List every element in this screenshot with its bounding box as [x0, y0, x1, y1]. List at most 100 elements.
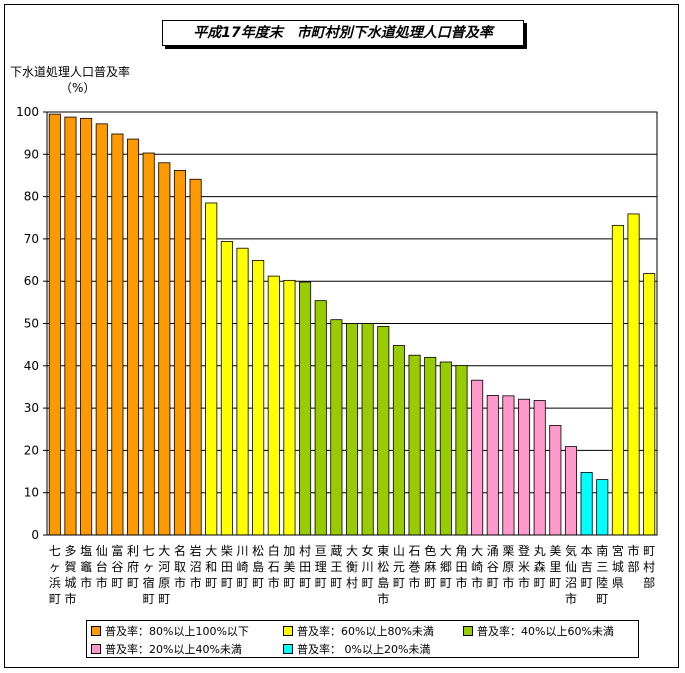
x-tick-label: 東松島市: [377, 544, 389, 606]
x-tick-label: 利府町: [127, 544, 139, 590]
x-tick-label: 町村部: [643, 544, 655, 590]
bar-南三陸町: [596, 479, 609, 536]
plot-border: [46, 111, 658, 536]
x-tick-label: 塩竈市: [80, 543, 92, 590]
x-tick-label: 角田市: [455, 544, 467, 590]
bar-町村部: [643, 273, 656, 536]
y-tick-label: 60: [24, 274, 39, 288]
y-tick-label: 30: [24, 401, 39, 415]
bar-岩沼市: [189, 178, 202, 536]
legend-swatch: [283, 644, 293, 654]
legend: 普及率：80%以上100%以下 普及率：60%以上80%未満 普及率：40%以上60…: [86, 620, 639, 658]
x-tick-label: 丸森町: [534, 544, 546, 590]
x-tick-label: 松島町: [252, 544, 264, 590]
legend-label: 普及率：40%以上60%未満: [477, 625, 614, 638]
bar-涌谷町: [486, 395, 499, 536]
bar-塩竈市: [80, 117, 93, 536]
bar-石巻市: [408, 354, 421, 536]
bar-大衡村: [345, 323, 359, 536]
x-tick-label: 蔵王町: [330, 544, 342, 590]
y-axis-label: 下水道処理人口普及率: [10, 65, 131, 79]
legend-label: 普及率：80%以上100%以下: [105, 625, 249, 638]
x-tick-label: 本吉町: [581, 544, 593, 590]
bar-多賀城市: [64, 116, 77, 536]
bar-美里町: [549, 425, 562, 536]
bar-気仙沼市: [564, 446, 578, 536]
bar-角田市: [455, 364, 468, 536]
x-tick-label: 村田町: [299, 544, 311, 590]
bar-七ヶ浜町: [48, 113, 61, 536]
x-tick-label: 岩沼市: [190, 543, 202, 590]
bar-名取市: [173, 169, 186, 536]
x-tick-label: 石巻市: [409, 544, 421, 590]
bar-山元町: [392, 345, 405, 536]
x-tick-label: 亘理町: [315, 544, 327, 590]
x-tick-label: 南三陸町: [596, 543, 608, 606]
x-tick-label: 川崎町: [237, 544, 249, 590]
x-tick-label: 登米市: [518, 543, 530, 590]
chart-title: 平成17年度末 市町村別下水道処理人口普及率: [162, 20, 524, 46]
x-tick-label: 柴田町: [221, 544, 233, 590]
bar-仙台市: [95, 123, 108, 536]
x-tick-label: 加美町: [283, 544, 295, 590]
bar-松島町: [252, 260, 265, 536]
x-tick-label: 七ヶ宿町: [143, 544, 155, 606]
x-tick-label: 名取市: [174, 543, 186, 590]
x-tick-label: 女川町: [362, 543, 374, 590]
bar-女川町: [361, 323, 374, 536]
bar-富谷町: [111, 133, 124, 536]
y-tick-label: 90: [24, 147, 39, 161]
x-tick-label: 市部: [628, 543, 640, 574]
bar-市部: [627, 213, 640, 536]
y-axis-unit: （%）: [60, 81, 96, 95]
x-tick-label: 仙台市: [96, 544, 108, 590]
bar-色麻町: [424, 356, 437, 536]
x-tick-label: 色麻町: [424, 544, 436, 590]
bar-七ヶ宿町: [142, 152, 155, 536]
bar-川崎町: [236, 247, 249, 536]
x-tick-label: 涌谷町: [487, 544, 499, 590]
x-tick-label: 白石市: [268, 543, 280, 590]
legend-item: 普及率：20%以上40%未満: [91, 641, 242, 657]
y-tick-label: 40: [24, 359, 39, 373]
legend-swatch: [283, 626, 293, 636]
bar-白石市: [267, 275, 280, 536]
bar-村田町: [299, 281, 312, 536]
legend-item: 普及率：40%以上60%未満: [463, 623, 614, 639]
x-tick-label: 大河原町: [158, 544, 170, 606]
x-tick-label: 大衡村: [346, 544, 358, 590]
legend-item: 普及率： 0%以上20%未満: [283, 641, 430, 657]
x-tick-label: 美里町: [549, 544, 561, 590]
bar-大和町: [205, 202, 218, 536]
bar-亘理町: [314, 300, 327, 536]
bar-東松島市: [377, 326, 390, 536]
x-tick-label: 山元町: [393, 544, 405, 590]
x-tick-label: 栗原市: [502, 544, 514, 590]
x-tick-label: 宮城県: [612, 543, 624, 590]
y-tick-label: 100: [16, 105, 39, 119]
x-tick-label: 富谷町: [111, 543, 123, 590]
y-tick-label: 20: [24, 443, 39, 457]
bar-大郷町: [439, 361, 452, 536]
y-tick-label: 10: [24, 486, 39, 500]
legend-item: 普及率：60%以上80%未満: [283, 623, 434, 639]
legend-swatch: [91, 626, 101, 636]
x-tick-label: 多賀城市: [64, 544, 76, 606]
y-tick-label: 80: [24, 190, 39, 204]
x-tick-label: 大郷町: [440, 544, 452, 590]
legend-swatch: [91, 644, 101, 654]
y-tick-label: 0: [31, 528, 39, 542]
bar-大崎市: [471, 379, 484, 536]
x-tick-label: 大和町: [205, 544, 217, 590]
bar-栗原市: [502, 395, 515, 536]
bar-登米市: [518, 398, 531, 536]
bar-柴田町: [220, 241, 233, 536]
y-tick-label: 50: [24, 317, 39, 331]
bar-宮城県: [611, 224, 624, 536]
legend-item: 普及率：80%以上100%以下: [91, 623, 249, 639]
x-tick-label: 七ヶ浜町: [49, 544, 61, 606]
bar-蔵王町: [330, 319, 343, 536]
bar-本吉町: [580, 471, 593, 536]
y-tick-label: 70: [24, 232, 39, 246]
x-tick-label: 気仙沼市: [565, 543, 577, 606]
